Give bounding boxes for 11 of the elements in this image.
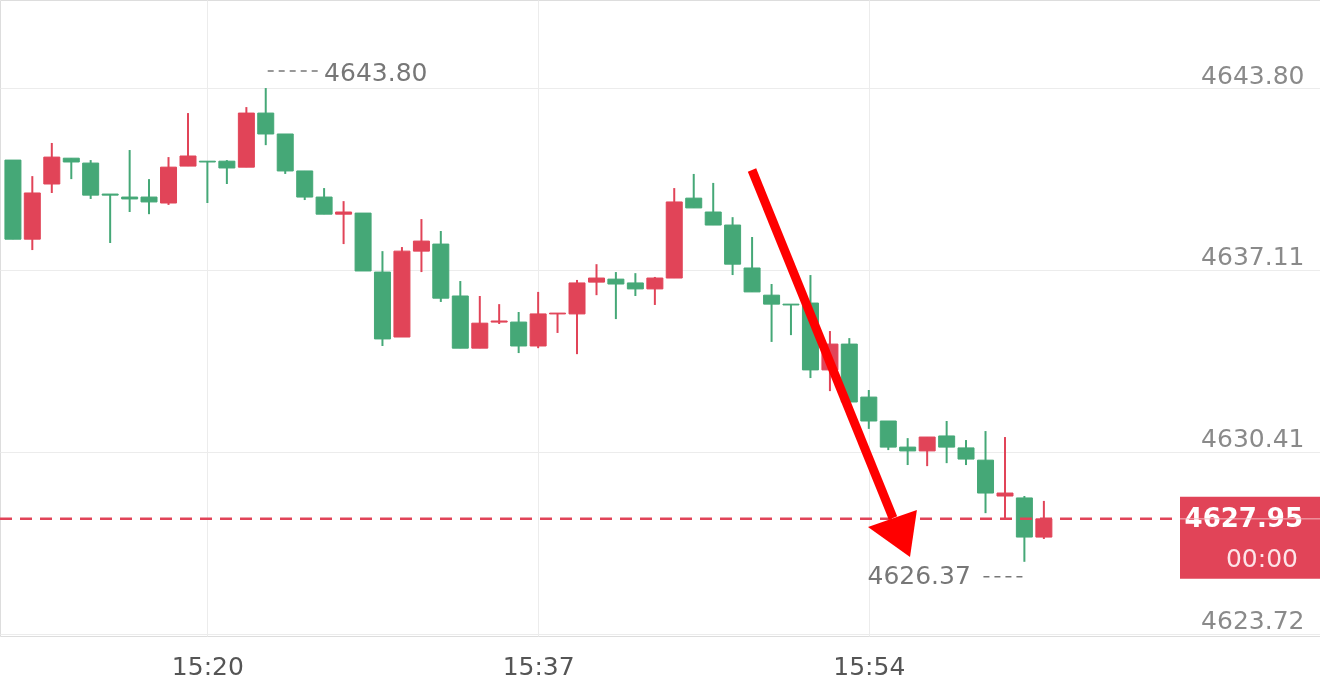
y-tick-label: 4623.72 [1201, 606, 1305, 636]
y-tick-label: 4630.41 [1201, 424, 1305, 454]
y-tick-label: 4643.80 [1201, 60, 1305, 90]
annotation: 4643.80 [324, 58, 428, 88]
x-tick-label: 15:54 [833, 651, 906, 681]
ref-line-label: 4627.95 [1184, 502, 1303, 533]
x-tick-label: 15:37 [502, 651, 575, 681]
y-tick-label: 4637.11 [1201, 242, 1305, 272]
x-tick-label: 15:20 [171, 651, 244, 681]
annotation: 00:00 [1225, 543, 1298, 573]
annotation: 4626.37 [867, 560, 971, 590]
